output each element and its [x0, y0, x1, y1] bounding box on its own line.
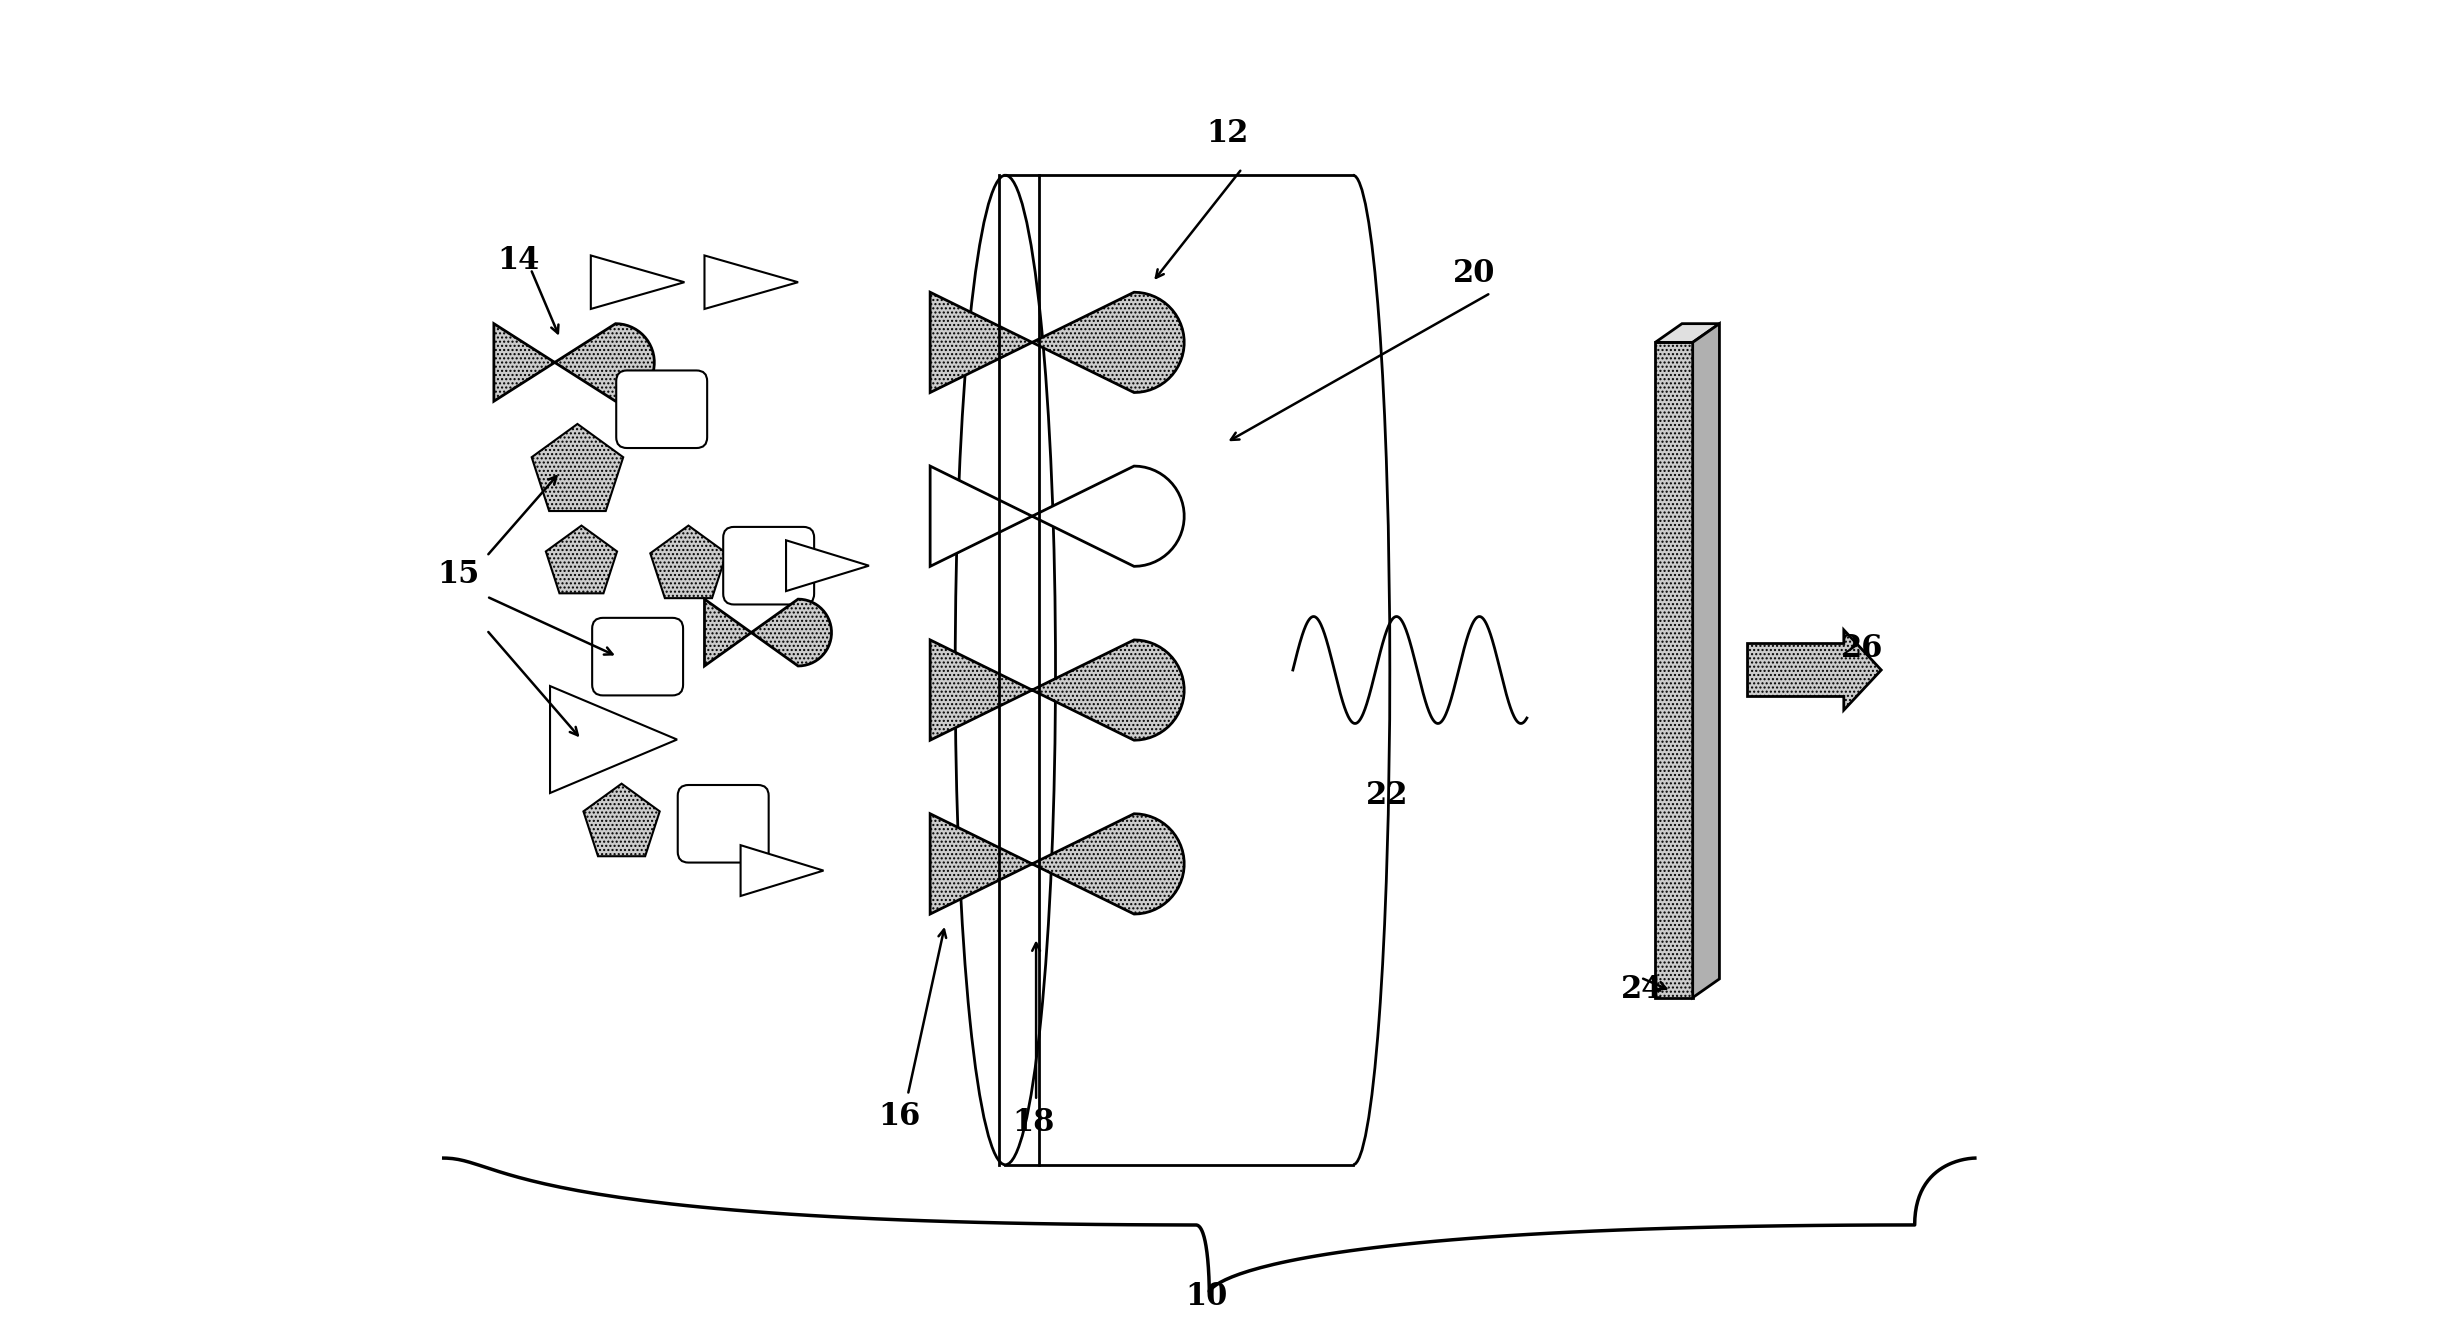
Polygon shape: [1748, 630, 1881, 710]
Polygon shape: [549, 686, 677, 793]
Text: 15: 15: [436, 559, 478, 590]
Polygon shape: [929, 292, 1184, 393]
Polygon shape: [929, 641, 1184, 740]
Text: 18: 18: [1013, 1107, 1054, 1139]
FancyBboxPatch shape: [591, 618, 684, 695]
FancyBboxPatch shape: [723, 527, 814, 604]
Polygon shape: [1692, 324, 1719, 997]
Polygon shape: [1655, 324, 1719, 343]
Polygon shape: [929, 813, 1184, 914]
Polygon shape: [532, 423, 623, 511]
Polygon shape: [493, 324, 655, 401]
Text: 10: 10: [1184, 1281, 1226, 1312]
Bar: [1655, 343, 1692, 997]
Polygon shape: [787, 540, 868, 591]
Text: 24: 24: [1621, 974, 1662, 1005]
Polygon shape: [584, 784, 660, 856]
Text: 12: 12: [1206, 118, 1248, 149]
Polygon shape: [741, 846, 824, 896]
Polygon shape: [704, 256, 797, 310]
Polygon shape: [704, 599, 831, 666]
Polygon shape: [929, 466, 1184, 567]
Polygon shape: [591, 256, 684, 310]
Polygon shape: [650, 525, 726, 598]
FancyBboxPatch shape: [677, 785, 767, 863]
Text: 16: 16: [878, 1100, 920, 1132]
FancyBboxPatch shape: [615, 370, 706, 448]
Text: 14: 14: [498, 245, 539, 276]
Text: 22: 22: [1366, 780, 1410, 811]
Polygon shape: [547, 525, 618, 594]
Text: 20: 20: [1454, 259, 1496, 289]
Text: 26: 26: [1841, 632, 1883, 663]
